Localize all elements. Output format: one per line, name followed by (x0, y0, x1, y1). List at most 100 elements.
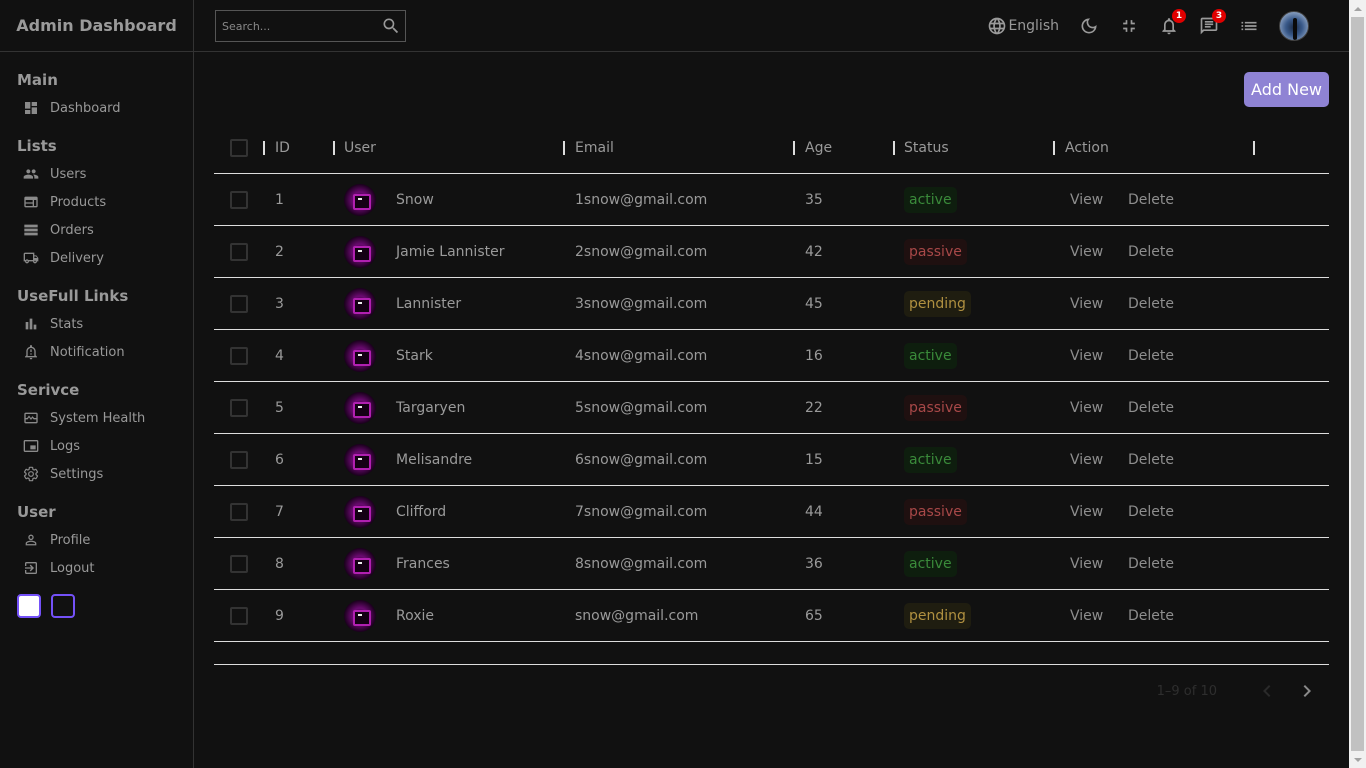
delete-button[interactable]: Delete (1128, 295, 1174, 312)
column-separator[interactable] (1053, 141, 1055, 155)
row-checkbox[interactable] (230, 242, 248, 261)
scroll-down-arrow[interactable] (1349, 751, 1366, 768)
sidebar-section-lists: Lists Users Products Orders Delivery (0, 136, 193, 272)
user-name: Lannister (396, 295, 462, 312)
delete-button[interactable]: Delete (1128, 399, 1174, 416)
header-status[interactable]: Status (904, 139, 949, 156)
stats-icon (23, 316, 39, 332)
row-checkbox[interactable] (230, 346, 248, 365)
sidebar-item-system-health[interactable]: System Health (17, 404, 193, 432)
sidebar-item-logs[interactable]: Logs (17, 432, 193, 460)
column-separator[interactable] (333, 141, 335, 155)
orders-icon (23, 222, 39, 238)
column-separator[interactable] (893, 141, 895, 155)
list-icon (1241, 21, 1257, 31)
sidebar-item-notification[interactable]: Notification (17, 338, 193, 366)
header-user[interactable]: User (344, 139, 376, 156)
user-avatar[interactable] (1279, 11, 1309, 41)
delete-button[interactable]: Delete (1128, 347, 1174, 364)
table-row[interactable]: 5 Targaryen 5snow@gmail.com 22 passive View De… (214, 382, 1329, 434)
column-separator[interactable] (263, 141, 265, 155)
row-checkbox[interactable] (230, 294, 248, 313)
dark-mode-toggle[interactable] (1079, 16, 1099, 36)
column-separator[interactable] (563, 141, 565, 155)
table-row[interactable]: 7 Clifford 7snow@gmail.com 44 passive View Del… (214, 486, 1329, 538)
messages-badge: 3 (1212, 9, 1226, 23)
row-select-cell (230, 538, 248, 589)
sidebar-item-dashboard[interactable]: Dashboard (17, 94, 193, 122)
row-checkbox[interactable] (230, 502, 248, 521)
column-separator[interactable] (793, 141, 795, 155)
row-checkbox[interactable] (230, 190, 248, 209)
cell-age: 22 (805, 399, 823, 416)
page-scrollbar[interactable] (1349, 0, 1366, 768)
list-menu-button[interactable] (1239, 16, 1259, 36)
header-email[interactable]: Email (575, 139, 614, 156)
sidebar-item-products[interactable]: Products (17, 188, 193, 216)
cell-id: 5 (275, 399, 284, 416)
table-row[interactable]: 2 Jamie Lannister 2snow@gmail.com 42 passive… (214, 226, 1329, 278)
sidebar-item-label: Users (50, 166, 87, 182)
delete-button[interactable]: Delete (1128, 243, 1174, 260)
column-separator[interactable] (1253, 141, 1255, 155)
header-age[interactable]: Age (805, 139, 833, 156)
cell-email: 5snow@gmail.com (575, 399, 708, 416)
row-checkbox[interactable] (230, 398, 248, 417)
row-checkbox[interactable] (230, 450, 248, 469)
row-checkbox[interactable] (230, 554, 248, 573)
previous-page-button[interactable] (1255, 679, 1279, 703)
avatar (344, 495, 376, 528)
delete-button[interactable]: Delete (1128, 607, 1174, 624)
dark-theme-button[interactable] (51, 594, 75, 618)
table-row[interactable]: 6 Melisandre 6snow@gmail.com 15 active View De… (214, 434, 1329, 486)
notifications-button[interactable]: 1 (1159, 9, 1186, 36)
search-box (215, 10, 406, 42)
sidebar-item-settings[interactable]: Settings (17, 460, 193, 488)
fullscreen-toggle[interactable] (1119, 16, 1139, 36)
view-button[interactable]: View (1070, 243, 1104, 260)
search-icon[interactable] (381, 16, 401, 36)
main-content: Add New ID User Email Age Status Action (194, 52, 1349, 768)
messages-button[interactable]: 3 (1199, 9, 1226, 36)
view-button[interactable]: View (1070, 399, 1104, 416)
sidebar-item-label: Profile (50, 532, 91, 548)
cell-id: 8 (275, 555, 284, 572)
next-page-button[interactable] (1295, 679, 1319, 703)
sidebar-item-orders[interactable]: Orders (17, 216, 193, 244)
table-row[interactable]: 4 Stark 4snow@gmail.com 16 active View Delete (214, 330, 1329, 382)
view-button[interactable]: View (1070, 555, 1104, 572)
view-button[interactable]: View (1070, 347, 1104, 364)
search-input[interactable] (222, 19, 381, 33)
sidebar-item-profile[interactable]: Profile (17, 526, 193, 554)
logs-icon (23, 438, 39, 454)
light-theme-button[interactable] (17, 594, 41, 618)
select-all-checkbox[interactable] (230, 138, 248, 157)
sidebar-item-logout[interactable]: Logout (17, 554, 193, 582)
header-id[interactable]: ID (275, 139, 290, 156)
delete-button[interactable]: Delete (1128, 503, 1174, 520)
brand-title[interactable]: Admin Dashboard (0, 0, 193, 52)
table-row[interactable]: 8 Frances 8snow@gmail.com 36 active View Delet… (214, 538, 1329, 590)
table-row[interactable]: 3 Lannister 3snow@gmail.com 45 pending View De… (214, 278, 1329, 330)
view-button[interactable]: View (1070, 295, 1104, 312)
language-selector[interactable]: English (987, 16, 1059, 36)
sidebar-item-delivery[interactable]: Delivery (17, 244, 193, 272)
view-button[interactable]: View (1070, 607, 1104, 624)
delete-button[interactable]: Delete (1128, 451, 1174, 468)
scroll-up-arrow[interactable] (1349, 0, 1366, 17)
delete-button[interactable]: Delete (1128, 191, 1174, 208)
row-checkbox[interactable] (230, 606, 248, 625)
table-row[interactable]: 1 Snow 1snow@gmail.com 35 active View Delete (214, 174, 1329, 226)
view-button[interactable]: View (1070, 451, 1104, 468)
view-button[interactable]: View (1070, 191, 1104, 208)
view-button[interactable]: View (1070, 503, 1104, 520)
table-row[interactable]: 9 Roxie snow@gmail.com 65 pending View Delete (214, 590, 1329, 642)
add-new-button[interactable]: Add New (1244, 72, 1329, 107)
scroll-thumb[interactable] (1351, 17, 1364, 751)
sidebar-item-stats[interactable]: Stats (17, 310, 193, 338)
action-view: View (1070, 538, 1103, 589)
sidebar-item-users[interactable]: Users (17, 160, 193, 188)
header-action[interactable]: Action (1065, 139, 1109, 156)
delete-button[interactable]: Delete (1128, 555, 1174, 572)
cell-age: 65 (805, 607, 823, 624)
